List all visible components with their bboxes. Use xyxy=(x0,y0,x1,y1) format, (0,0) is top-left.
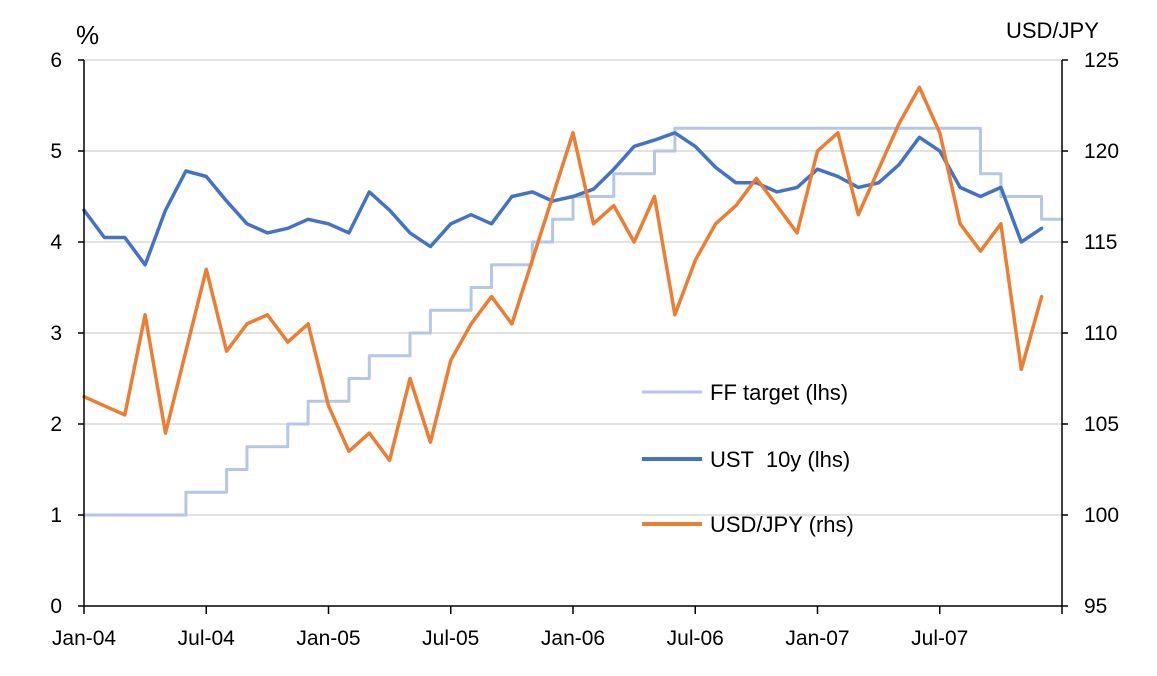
left-tick-label: 2 xyxy=(50,413,62,436)
right-tick-label: 115 xyxy=(1084,231,1117,254)
left-tick-label: 4 xyxy=(50,231,62,254)
left-tick-label: 3 xyxy=(50,322,62,345)
left-tick-label: 1 xyxy=(50,504,62,527)
x-tick-label: Jul-04 xyxy=(178,627,236,650)
x-tick-label: Jul-06 xyxy=(667,627,724,650)
right-tick-label: 120 xyxy=(1084,140,1119,163)
right-tick-label: 110 xyxy=(1084,322,1117,345)
x-axis-ticks: Jan-04 Jul-04 Jan-05 Jul-05 Jan-06 Jul-06 Jan-… xyxy=(52,606,1063,650)
left-axis-ticks: 0 1 2 3 4 5 6 xyxy=(50,49,84,618)
series-line-2 xyxy=(82,131,1044,267)
legend: FF target (lhs) UST 10y (lhs) USD/JPY (rhs… xyxy=(642,380,854,537)
left-axis-unit: % xyxy=(76,20,99,50)
legend-label: UST 10y (lhs) xyxy=(710,447,850,472)
right-tick-label: 95 xyxy=(1084,595,1107,618)
series-line-1 xyxy=(82,126,1064,517)
gridlines xyxy=(84,59,1062,516)
series-layer xyxy=(82,85,1064,517)
right-tick-label: 105 xyxy=(1084,413,1119,436)
right-axis-unit: USD/JPY xyxy=(1006,18,1099,43)
x-tick-label: Jul-05 xyxy=(422,627,479,650)
series-line-3 xyxy=(82,85,1044,463)
right-axis-ticks: 95 100 105 110 115 120 125 xyxy=(1062,49,1119,618)
legend-label: FF target (lhs) xyxy=(710,380,848,405)
x-tick-label: Jan-06 xyxy=(541,627,605,650)
legend-label: USD/JPY (rhs) xyxy=(710,512,854,537)
right-tick-label: 100 xyxy=(1084,504,1119,527)
x-tick-label: Jul-07 xyxy=(911,627,968,650)
right-tick-label: 125 xyxy=(1084,49,1119,72)
left-tick-label: 6 xyxy=(50,49,62,72)
left-tick-label: 5 xyxy=(50,140,62,163)
x-tick-label: Jan-07 xyxy=(785,627,849,650)
left-tick-label: 0 xyxy=(50,595,62,618)
x-tick-label: Jan-04 xyxy=(52,627,117,650)
x-tick-label: Jan-05 xyxy=(296,627,360,650)
